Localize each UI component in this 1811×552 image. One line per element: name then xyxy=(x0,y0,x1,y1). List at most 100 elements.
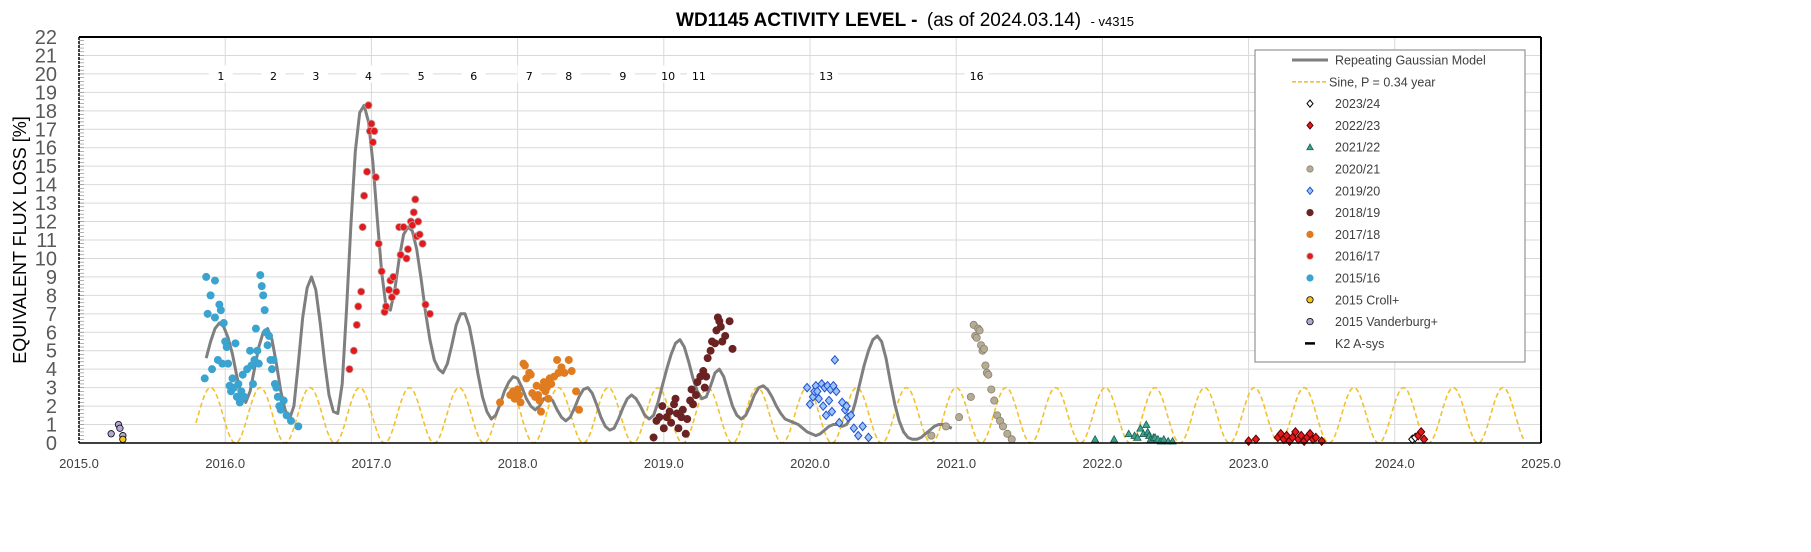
point-2016-17 xyxy=(402,254,411,263)
y-tick-label: 11 xyxy=(36,230,57,252)
point-2017-18 xyxy=(572,387,581,396)
point-2017-18 xyxy=(567,367,576,376)
point-2018-19 xyxy=(683,415,692,424)
x-tick-label: 2020.0 xyxy=(790,456,830,471)
point-2017-18 xyxy=(536,407,545,416)
point-2019-20 xyxy=(805,399,815,410)
point-2015-16 xyxy=(267,365,276,374)
point-2015-16 xyxy=(238,370,247,379)
point-2016-17 xyxy=(387,293,396,302)
point-2015-16 xyxy=(234,379,243,388)
y-tick-label: 1 xyxy=(46,415,57,437)
point-2016-17 xyxy=(411,195,420,204)
cycle-label: 2 xyxy=(270,70,277,83)
point-2020-21 xyxy=(941,422,950,431)
legend-label: 2015/16 xyxy=(1335,272,1380,286)
point-2019-20 xyxy=(818,401,828,412)
point-2016-17 xyxy=(352,320,361,329)
legend-label: 2021/22 xyxy=(1335,141,1380,155)
point-2020-21 xyxy=(998,422,1007,431)
cycle-label-bg xyxy=(686,65,711,83)
point-2019-20 xyxy=(834,417,844,428)
point-2015-16 xyxy=(259,291,268,300)
point-2019-20 xyxy=(849,423,859,434)
cycle-label-bg xyxy=(814,65,839,83)
point-2022-23 xyxy=(1311,432,1321,443)
y-tick-label: 9 xyxy=(46,267,57,289)
point-2017-18 xyxy=(516,398,525,407)
point-2018-19 xyxy=(706,346,715,355)
point-2017-18 xyxy=(564,355,573,364)
point-2016-17 xyxy=(384,285,393,294)
x-tick-label: 2019.0 xyxy=(644,456,684,471)
legend-label: 2015 Croll+ xyxy=(1335,293,1399,307)
chart-title-date: (as of 2024.03.14) xyxy=(927,10,1081,31)
point-2015-16 xyxy=(253,346,262,355)
point-2017-18 xyxy=(520,361,529,370)
legend-marker-2018-19 xyxy=(1306,209,1314,217)
point-2019-20 xyxy=(846,410,856,421)
point-2022-23 xyxy=(1251,434,1261,445)
point-2016-17 xyxy=(358,223,367,232)
point-2016-17 xyxy=(357,287,366,296)
cycle-labels: 1 2 3 4 5 6 7 8 9 10 11 13 16 xyxy=(208,65,989,83)
cycle-label: 6 xyxy=(470,70,477,83)
point-2015-16 xyxy=(246,346,255,355)
point-2019-20 xyxy=(842,401,851,412)
point-2015-16 xyxy=(210,276,219,285)
cycle-label-bg xyxy=(964,65,989,83)
point-2016-17 xyxy=(368,138,377,147)
point-2015-vanderburg- xyxy=(107,430,115,438)
point-2015-16 xyxy=(272,383,281,392)
point-2019-20 xyxy=(802,382,812,393)
x-tick-label: 2025.0 xyxy=(1521,456,1561,471)
point-2020-21 xyxy=(955,413,964,422)
point-2019-20 xyxy=(824,395,834,406)
chart-title-version: - v4315 xyxy=(1091,14,1134,29)
cycle-label: 13 xyxy=(819,70,833,83)
point-2015-vanderburg- xyxy=(116,424,124,432)
point-2022-23 xyxy=(1244,436,1253,447)
point-2018-19 xyxy=(665,407,674,416)
y-tick-label: 3 xyxy=(46,378,57,400)
legend-marker-2022-23 xyxy=(1306,121,1314,130)
point-2022-23 xyxy=(1291,426,1300,437)
point-2015-16 xyxy=(273,392,282,401)
point-2015-16 xyxy=(286,416,295,425)
point-2018-19 xyxy=(728,344,737,353)
cycle-label: 3 xyxy=(312,70,319,83)
point-2020-21 xyxy=(966,392,975,401)
point-2021-22 xyxy=(1124,429,1133,438)
point-2018-19 xyxy=(658,402,667,411)
point-2020-21 xyxy=(990,396,999,405)
y-tick-label: 8 xyxy=(46,285,57,307)
cycle-label-bg xyxy=(303,65,328,83)
legend-label: 2015 Vanderburg+ xyxy=(1335,315,1438,329)
legend-marker-2015-vanderburg- xyxy=(1306,317,1314,326)
x-tick-label: 2021.0 xyxy=(936,456,976,471)
point-2015-16 xyxy=(256,271,265,280)
point-2015-croll- xyxy=(119,435,127,443)
y-tick-label: 6 xyxy=(46,322,57,344)
y-tick-label: 21 xyxy=(35,45,57,67)
point-2017-18 xyxy=(547,379,556,388)
point-2021-22 xyxy=(1136,423,1145,432)
y-tick-label: 7 xyxy=(46,304,57,326)
y-tick-label: 0 xyxy=(46,433,57,455)
legend-label: 2017/18 xyxy=(1335,228,1380,242)
point-2016-17 xyxy=(403,245,412,254)
point-2018-19 xyxy=(649,433,658,442)
cycle-label-bg xyxy=(261,65,286,83)
point-2018-19 xyxy=(725,317,734,326)
point-2016-17 xyxy=(418,239,427,248)
point-2016-17 xyxy=(382,302,391,311)
point-2016-17 xyxy=(389,272,398,281)
legend-label: Sine, P = 0.34 year xyxy=(1329,75,1435,89)
point-2019-20 xyxy=(821,410,831,421)
point-2016-17 xyxy=(363,167,372,176)
point-2020-21 xyxy=(987,385,996,394)
point-2015-16 xyxy=(294,422,303,431)
legend-label: 2016/17 xyxy=(1335,250,1380,264)
point-2020-21 xyxy=(981,361,990,370)
point-2016-17 xyxy=(354,302,363,311)
